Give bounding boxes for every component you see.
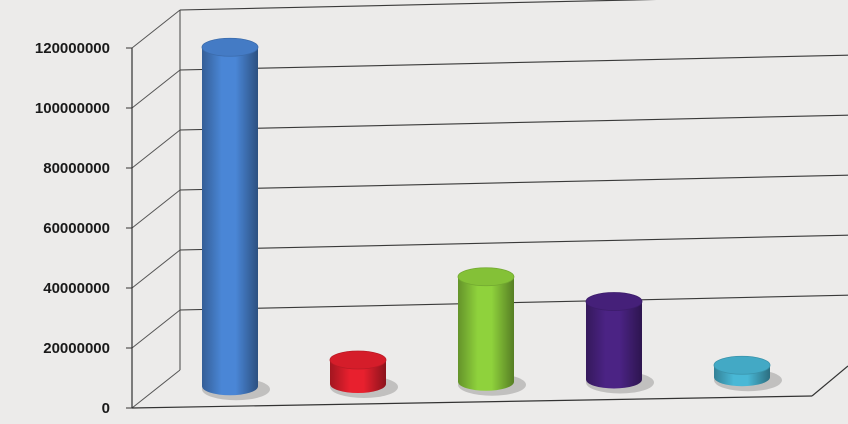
y-tick-labels: 0 20000000 40000000 60000000 80000000 1000000… (35, 40, 110, 417)
gridline (179, 54, 848, 71)
x-axis-line (131, 395, 813, 409)
gridline-depth (131, 369, 181, 409)
bar-body (202, 47, 258, 396)
floor-edge (811, 365, 848, 397)
gridline-depth (131, 69, 181, 109)
gridline (179, 294, 848, 311)
gridline-depth (131, 129, 181, 169)
bar (457, 267, 526, 396)
gridline-depth (131, 189, 181, 229)
bar (201, 37, 270, 401)
bar (585, 292, 654, 394)
gridlines (131, 0, 848, 409)
gridline (179, 0, 657, 11)
y-tick-label: 0 (102, 400, 110, 417)
bar-top (329, 350, 387, 370)
y-tick-label: 120000000 (35, 40, 110, 57)
bar-top (201, 37, 259, 57)
bar-body (330, 360, 386, 394)
bar-top (713, 355, 771, 375)
y-tick-label: 60000000 (43, 220, 110, 237)
bars (201, 37, 782, 401)
y-tick-label: 40000000 (43, 280, 110, 297)
gridline-depth (131, 9, 181, 49)
y-axis (126, 10, 848, 409)
bar-top (457, 267, 515, 287)
y-tick-label: 20000000 (43, 340, 110, 357)
bar (713, 355, 782, 392)
gridline (179, 234, 848, 251)
y-tick-label: 100000000 (35, 100, 110, 117)
bar-top (585, 292, 643, 311)
gridline (179, 174, 848, 191)
gridline-depth (131, 309, 181, 349)
gridline-depth (131, 249, 181, 289)
gridline (179, 114, 848, 131)
bar (329, 350, 398, 399)
bar-body (458, 276, 514, 391)
bar-body (586, 301, 642, 389)
y-tick-label: 80000000 (43, 160, 110, 177)
